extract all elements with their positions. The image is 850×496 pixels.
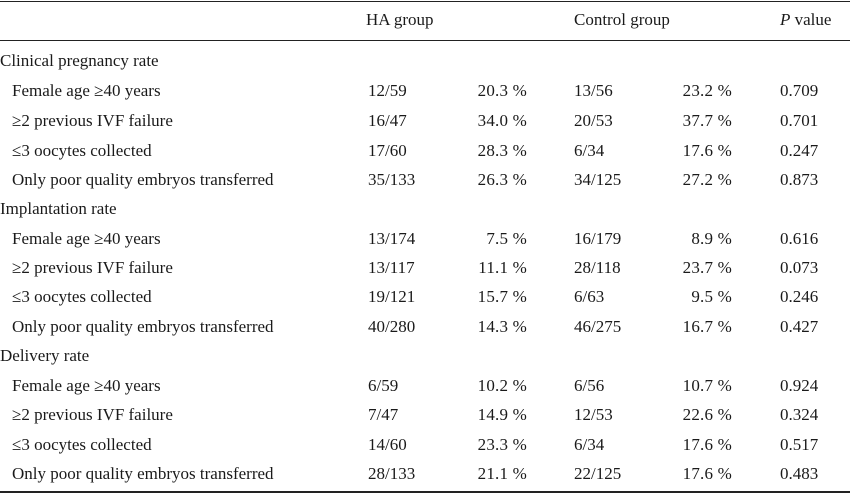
control-percent: 16.7 %: [682, 317, 732, 336]
ha-percent: 11.1 %: [478, 258, 527, 277]
ha-percent: 7.5 %: [486, 229, 527, 248]
control-count: 12/53: [574, 405, 613, 424]
ha-count: 16/47: [368, 111, 407, 130]
ha-percent: 14.3 %: [477, 317, 527, 336]
ha-count: 17/60: [368, 141, 407, 160]
row-label: ≥2 previous IVF failure: [12, 258, 173, 277]
p-value: 0.427: [780, 317, 819, 336]
control-percent: 23.2 %: [682, 81, 732, 100]
ha-percent: 26.3 %: [477, 170, 527, 189]
table-row: ≤3 oocytes collected 17/60 28.3 % 6/34 1…: [0, 136, 850, 166]
row-label: ≥2 previous IVF failure: [12, 405, 173, 424]
ha-count: 35/133: [368, 170, 416, 189]
row-label: ≤3 oocytes collected: [12, 435, 152, 454]
p-value: 0.246: [780, 287, 819, 306]
row-label: Female age ≥40 years: [12, 81, 161, 100]
bottom-rule: [0, 491, 850, 493]
ha-percent: 14.9 %: [477, 405, 527, 424]
table-row: ≥2 previous IVF failure 16/47 34.0 % 20/…: [0, 106, 850, 136]
control-count: 6/34: [574, 435, 605, 454]
p-value: 0.517: [780, 435, 819, 454]
row-label: ≤3 oocytes collected: [12, 287, 152, 306]
p-value: 0.324: [780, 405, 819, 424]
header-rule: [0, 40, 850, 41]
table-row: Only poor quality embryos transferred 35…: [0, 165, 850, 195]
ha-percent: 21.1 %: [477, 464, 527, 483]
ha-percent: 10.2 %: [477, 376, 527, 395]
ha-percent: 15.7 %: [477, 287, 527, 306]
header-p-rest: value: [790, 10, 832, 29]
header-p-italic: P: [780, 10, 791, 29]
control-percent: 27.2 %: [682, 170, 732, 189]
p-value: 0.073: [780, 258, 819, 277]
ha-count: 7/47: [368, 405, 399, 424]
control-percent: 8.9 %: [691, 229, 732, 248]
control-percent: 17.6 %: [682, 435, 732, 454]
control-percent: 23.7 %: [682, 258, 732, 277]
control-percent: 10.7 %: [682, 376, 732, 395]
table-row: ≤3 oocytes collected 14/60 23.3 % 6/34 1…: [0, 430, 850, 460]
section-title-row: Implantation rate: [0, 194, 850, 224]
p-value: 0.873: [780, 170, 819, 189]
control-count: 28/118: [574, 258, 621, 277]
section-title: Implantation rate: [0, 199, 117, 218]
control-count: 6/56: [574, 376, 605, 395]
row-label: Only poor quality embryos transferred: [12, 464, 274, 483]
p-value: 0.483: [780, 464, 819, 483]
p-value: 0.247: [780, 141, 819, 160]
ha-percent: 23.3 %: [477, 435, 527, 454]
ha-count: 13/117: [368, 258, 415, 277]
table-header: HA group Control group P value: [0, 6, 850, 34]
control-count: 34/125: [574, 170, 622, 189]
section-title-row: Clinical pregnancy rate: [0, 46, 850, 76]
p-value: 0.924: [780, 376, 819, 395]
table-row: Only poor quality embryos transferred 40…: [0, 312, 850, 342]
p-value: 0.701: [780, 111, 819, 130]
table-row: Female age ≥40 years 6/59 10.2 % 6/56 10…: [0, 371, 850, 401]
control-count: 16/179: [574, 229, 622, 248]
table-row: Only poor quality embryos transferred 28…: [0, 459, 850, 489]
control-percent: 17.6 %: [682, 141, 732, 160]
ha-count: 19/121: [368, 287, 416, 306]
control-count: 46/275: [574, 317, 622, 336]
control-count: 13/56: [574, 81, 613, 100]
control-count: 6/34: [574, 141, 605, 160]
row-label: Only poor quality embryos transferred: [12, 170, 274, 189]
control-percent: 22.6 %: [682, 405, 732, 424]
ha-count: 12/59: [368, 81, 407, 100]
control-percent: 37.7 %: [682, 111, 732, 130]
section-title-row: Delivery rate: [0, 341, 850, 371]
ha-percent: 34.0 %: [477, 111, 527, 130]
table-row: Female age ≥40 years 13/174 7.5 % 16/179…: [0, 224, 850, 254]
ha-count: 40/280: [368, 317, 416, 336]
control-count: 20/53: [574, 111, 613, 130]
table-row: ≤3 oocytes collected 19/121 15.7 % 6/63 …: [0, 282, 850, 312]
row-label: Female age ≥40 years: [12, 229, 161, 248]
row-label: Only poor quality embryos transferred: [12, 317, 274, 336]
ha-count: 28/133: [368, 464, 416, 483]
top-rule: [0, 1, 850, 2]
ha-count: 13/174: [368, 229, 416, 248]
row-label: ≤3 oocytes collected: [12, 141, 152, 160]
ha-count: 6/59: [368, 376, 399, 395]
ha-percent: 20.3 %: [477, 81, 527, 100]
row-label: Female age ≥40 years: [12, 376, 161, 395]
row-label: ≥2 previous IVF failure: [12, 111, 173, 130]
section-title: Clinical pregnancy rate: [0, 51, 159, 70]
header-ha-group: HA group: [366, 10, 434, 29]
section-title: Delivery rate: [0, 346, 90, 365]
header-p-value: P value: [780, 6, 831, 34]
p-value: 0.616: [780, 229, 819, 248]
header-control-group: Control group: [574, 10, 670, 29]
control-percent: 17.6 %: [682, 464, 732, 483]
ha-count: 14/60: [368, 435, 407, 454]
p-value: 0.709: [780, 81, 819, 100]
ha-percent: 28.3 %: [477, 141, 527, 160]
control-percent: 9.5 %: [691, 287, 732, 306]
table-row: ≥2 previous IVF failure 13/117 11.1 % 28…: [0, 253, 850, 283]
control-count: 6/63: [574, 287, 605, 306]
table-row: Female age ≥40 years 12/59 20.3 % 13/56 …: [0, 76, 850, 106]
table-row: ≥2 previous IVF failure 7/47 14.9 % 12/5…: [0, 400, 850, 430]
control-count: 22/125: [574, 464, 622, 483]
